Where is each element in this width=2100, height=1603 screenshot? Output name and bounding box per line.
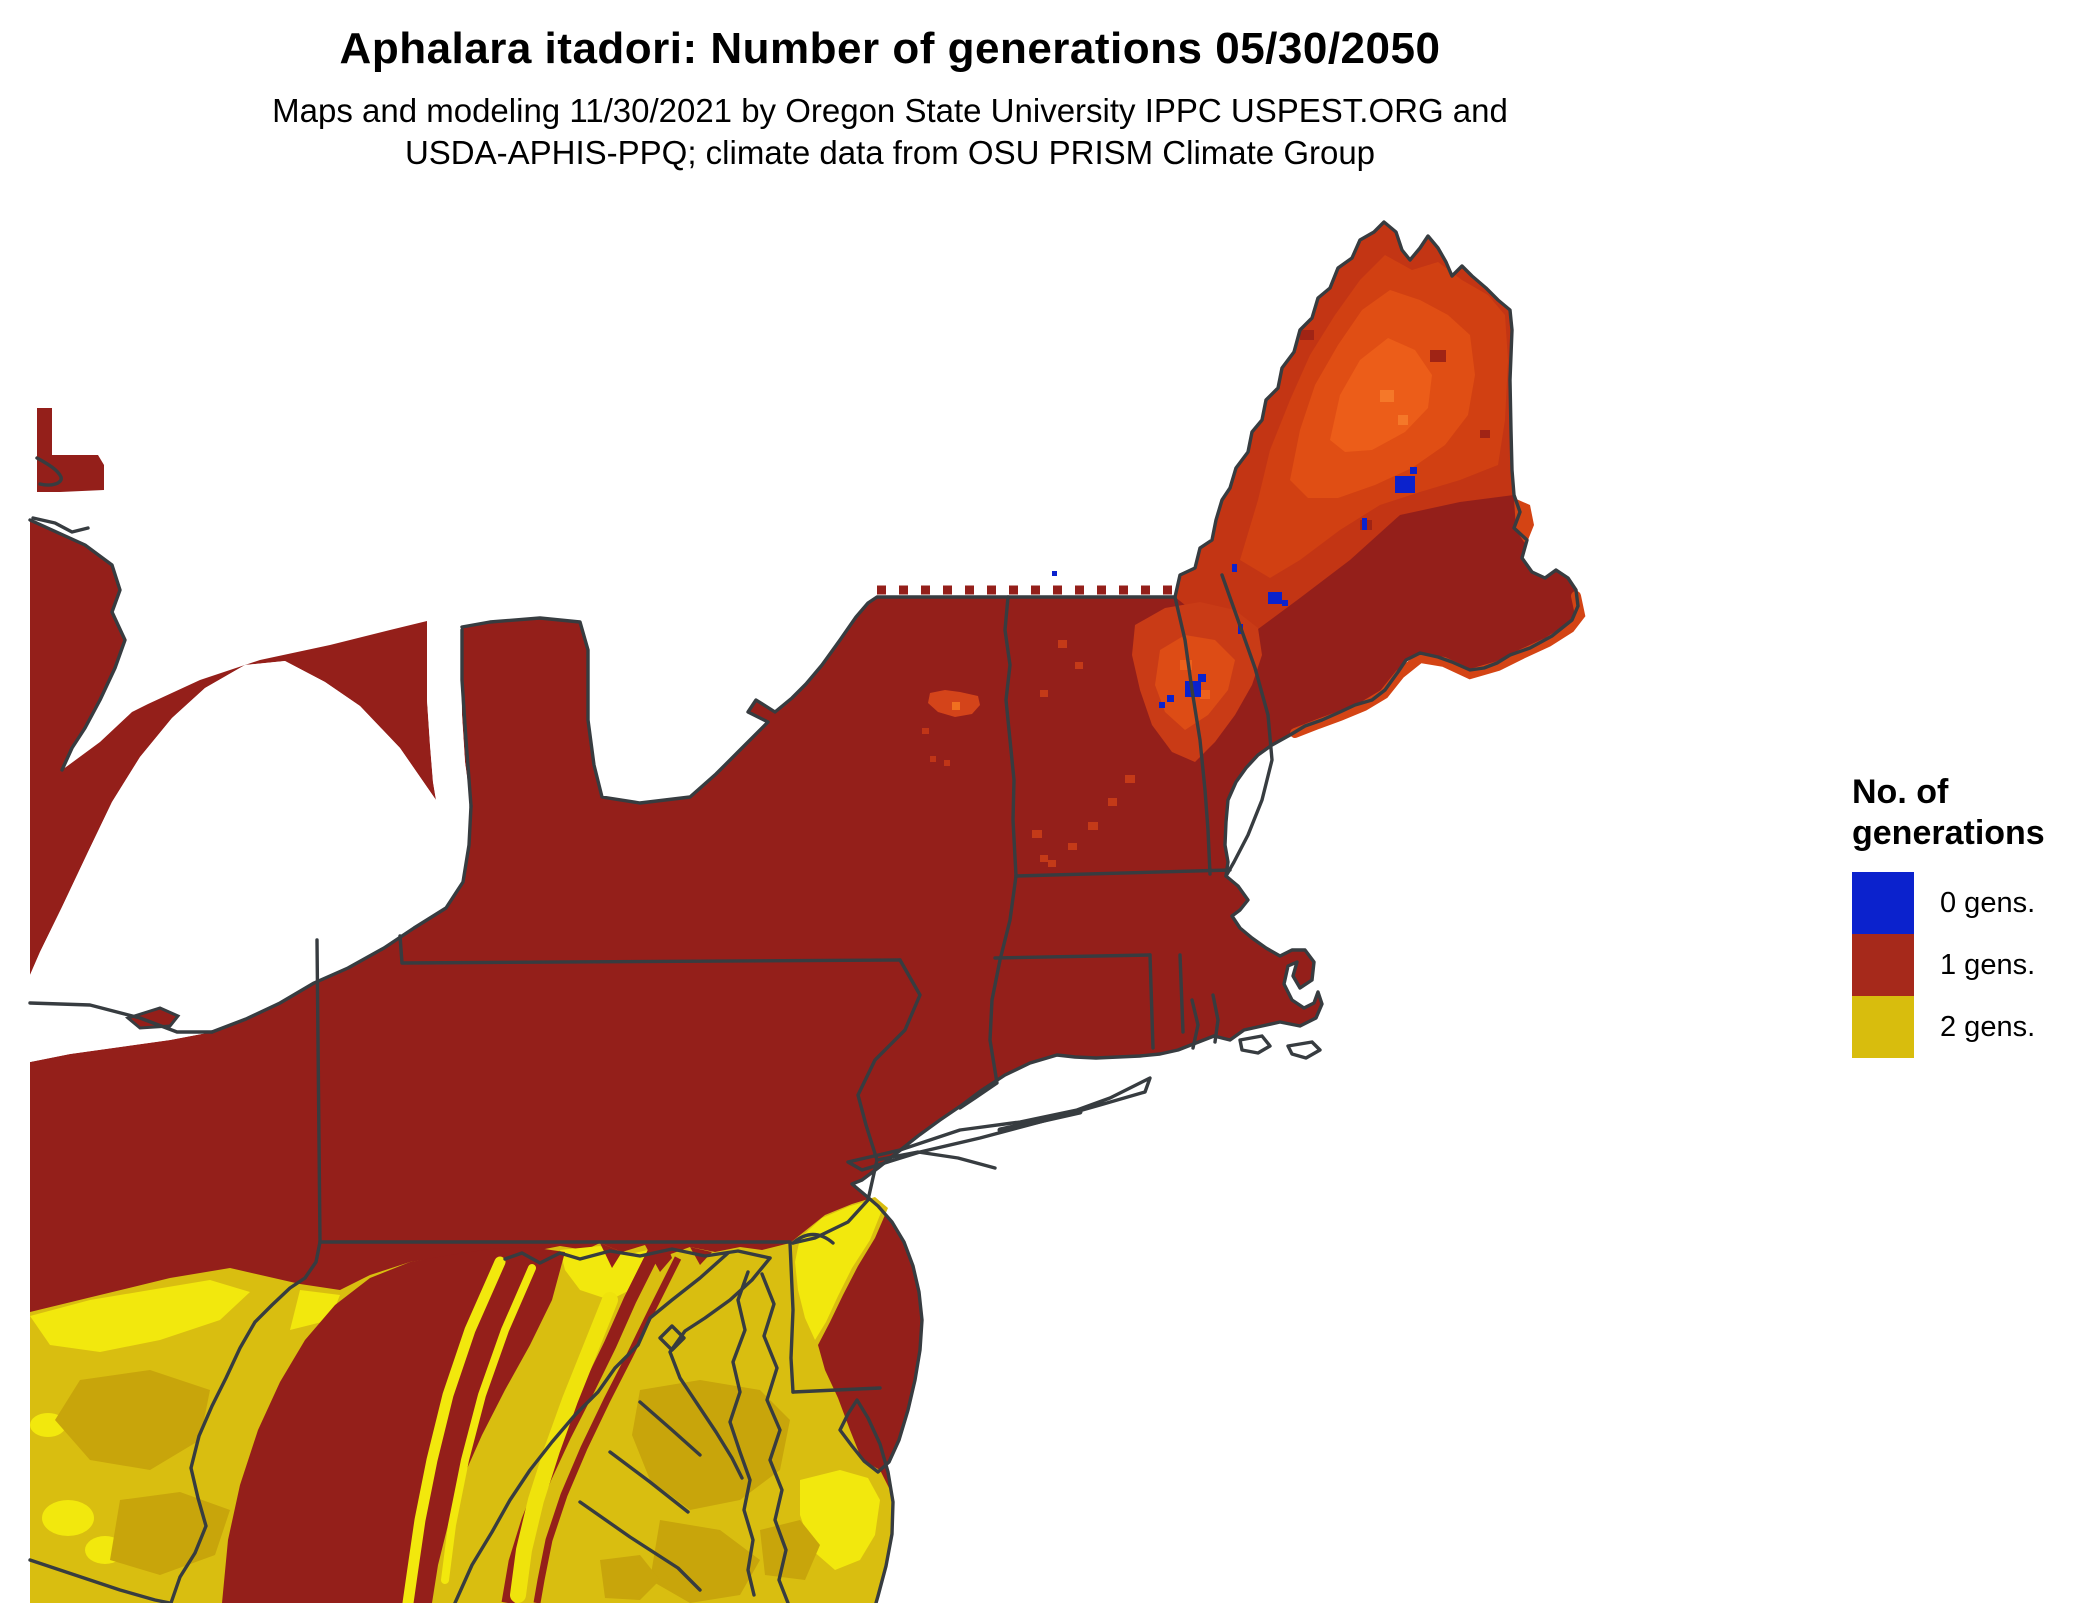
st-lawrence-border-squiggle xyxy=(35,456,63,487)
figure-header: Aphalara itadori: Number of generations … xyxy=(0,24,1780,174)
long-point-spit xyxy=(124,1006,181,1030)
ontario-canada-coast-line xyxy=(28,518,127,772)
downeast-coast-orange-fringe xyxy=(1290,591,1586,738)
subtitle-line-2: USDA-APHIS-PPQ; climate data from OSU PR… xyxy=(404,134,1376,171)
border-ky-va xyxy=(28,1558,172,1603)
border-ri-ma xyxy=(1178,953,1185,1034)
mountain-spot-trail xyxy=(1032,640,1135,867)
legend-title: No. of generations xyxy=(1852,772,2092,854)
dc-diamond xyxy=(658,1324,686,1352)
chesapeake-east-shore xyxy=(760,1272,790,1603)
legend-label-0-gens: 0 gens. xyxy=(1940,886,2036,919)
marthas-vineyard-outline xyxy=(1238,1034,1272,1055)
border-pa-oh xyxy=(315,938,322,1244)
gold-patch xyxy=(650,1520,760,1603)
gold-patch xyxy=(55,1370,210,1470)
adirondack-bright-pixel xyxy=(952,702,960,710)
river-rappahannock xyxy=(638,1400,702,1457)
border-potomac-upper xyxy=(503,1247,772,1265)
canada-fragment xyxy=(37,408,104,492)
legend-swatches xyxy=(1852,872,1914,1058)
lake-ontario xyxy=(460,540,877,803)
adirondack-dots xyxy=(922,728,950,766)
border-ohio-river xyxy=(169,1240,322,1603)
one-generation-gradient-maine xyxy=(922,222,1586,867)
legend-label-1-gens: 1 gens. xyxy=(1940,948,2036,981)
bright-patch xyxy=(30,1280,250,1352)
narragansett-bay-line-2 xyxy=(1211,993,1220,1044)
border-delaware-south xyxy=(791,1386,882,1394)
border-delaware-river xyxy=(791,958,922,1245)
lakes-layer xyxy=(30,540,877,1062)
legend-swatch-0-gens xyxy=(1852,872,1914,934)
lake-erie-and-niagara-river xyxy=(30,621,471,1062)
erie-south-shore-line xyxy=(210,804,473,1034)
border-me-nh xyxy=(1220,573,1274,878)
border-ny-pa xyxy=(398,934,902,965)
border-ny-nj xyxy=(875,1150,997,1170)
legend: No. of generations 0 gens. 1 gens. 2 gen… xyxy=(1852,772,2092,1058)
narragansett-bay-line xyxy=(1190,998,1200,1050)
gold-patch xyxy=(760,1520,820,1580)
border-ma-south xyxy=(993,953,1152,960)
nantucket-outline xyxy=(1286,1040,1322,1060)
border-ct-ri xyxy=(1148,953,1155,1050)
border-vt-ny xyxy=(1003,595,1018,878)
subtitle-line-1: Maps and modeling 11/30/2021 by Oregon S… xyxy=(272,92,1508,129)
zero-generation-specks xyxy=(1052,467,1417,708)
niagara-river-border xyxy=(460,628,473,808)
chesapeake-west-shore xyxy=(728,1270,756,1597)
boundary-lines xyxy=(28,220,1580,1603)
valley-stripe xyxy=(402,1256,506,1603)
border-delaware-west xyxy=(788,1241,795,1394)
border-wv-va xyxy=(453,1251,730,1603)
canada-ontario-land xyxy=(30,520,436,975)
allegheny-highlands-red xyxy=(222,1247,565,1603)
border-delaware-arc xyxy=(791,1232,835,1245)
long-island-barrier-beach xyxy=(997,1109,1083,1133)
legend-title-line-1: No. of xyxy=(1852,773,1949,811)
river-york xyxy=(608,1450,690,1514)
gold-patch xyxy=(600,1555,660,1600)
border-potomac-lower xyxy=(668,1256,772,1480)
legend-swatch-2-gens xyxy=(1852,996,1914,1058)
valley-stripe xyxy=(441,1264,536,1584)
blue-ridge-red-stripe-2 xyxy=(533,1256,682,1603)
figure-title: Aphalara itadori: Number of generations … xyxy=(339,24,1441,73)
gold-patch xyxy=(110,1492,230,1575)
legend-labels: 0 gens. 1 gens. 2 gens. xyxy=(1940,872,2035,1058)
maine-bright-dots xyxy=(1380,390,1408,425)
erie-lake-border xyxy=(28,1001,214,1034)
legend-title-line-2: generations xyxy=(1852,814,2045,852)
river-james xyxy=(578,1500,702,1592)
us-landmass xyxy=(30,222,1578,1603)
border-vt-nh xyxy=(1173,595,1212,876)
valley-yellow-stripes xyxy=(402,1256,618,1603)
wolfe-island-squiggle xyxy=(31,516,90,534)
border-ma-north xyxy=(1014,868,1232,878)
border-ny-east xyxy=(958,874,1018,1110)
landmass-layer xyxy=(30,222,1578,1603)
long-island-outline xyxy=(846,1076,1152,1172)
legend-swatch-1-gens xyxy=(1852,934,1914,996)
shenandoah-bright-band xyxy=(510,1292,618,1603)
figure-subtitle: Maps and modeling 11/30/2021 by Oregon S… xyxy=(0,90,1780,174)
white-mountains-dots xyxy=(1180,660,1210,699)
legend-label-2-gens: 2 gens. xyxy=(1940,1010,2036,1043)
